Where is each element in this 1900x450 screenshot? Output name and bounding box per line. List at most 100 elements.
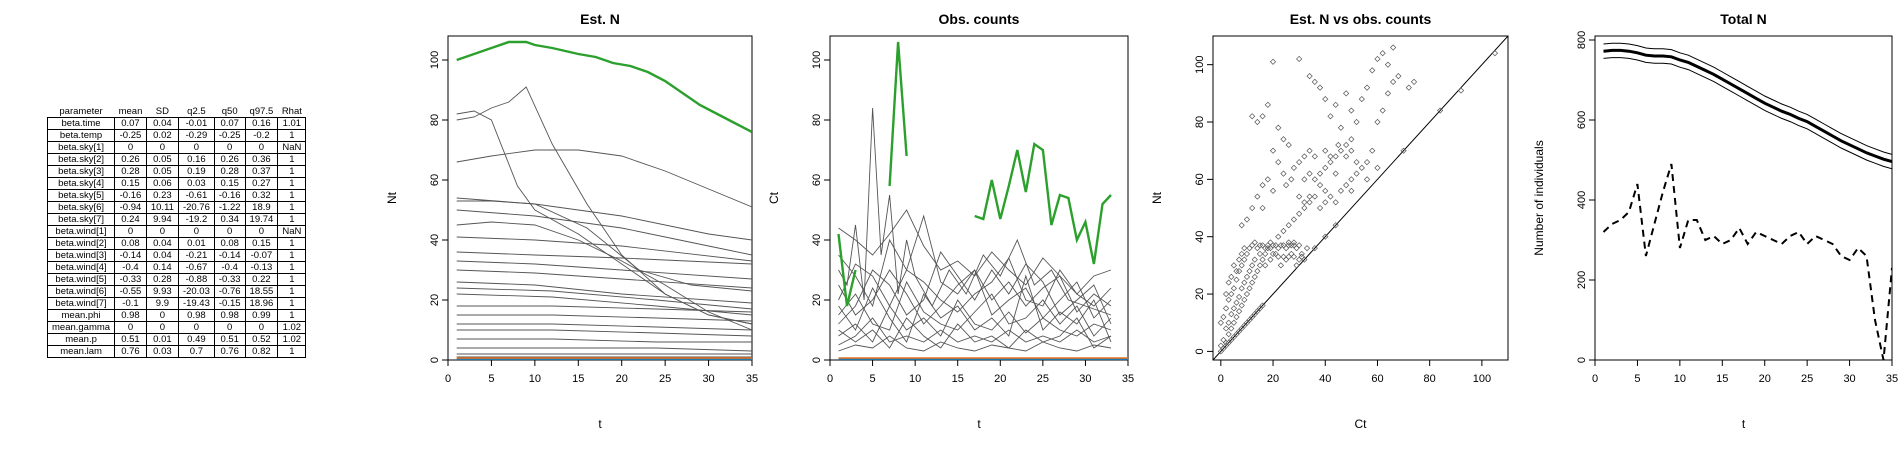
scatter-point — [1222, 290, 1230, 298]
scatter-point — [1264, 245, 1271, 252]
scatter-point — [1353, 118, 1360, 126]
scatter-point — [1222, 339, 1230, 346]
scatter-point — [1254, 193, 1261, 200]
value-cell: 1 — [277, 285, 306, 298]
scatter-point — [1238, 262, 1245, 269]
scatter-point — [1457, 87, 1465, 94]
value-cell: 0.98 — [177, 309, 215, 322]
value-cell: 0.7 — [177, 345, 215, 358]
scatter-point — [1327, 113, 1334, 120]
scatter-point — [1316, 170, 1324, 177]
value-cell: 0.51 — [213, 333, 246, 346]
value-cell: 18.9 — [244, 201, 278, 214]
y-tick-label: 0 — [811, 357, 823, 363]
col-header: parameter — [59, 106, 103, 117]
scatter-point — [1283, 245, 1290, 252]
scatter-point — [1267, 256, 1274, 263]
scatter-point — [1301, 153, 1308, 160]
scatter-point — [1390, 44, 1397, 51]
plot-frame — [1594, 35, 1893, 361]
y-axis-label: Number of individuals — [1532, 140, 1546, 255]
plot-area — [456, 40, 752, 360]
scatter-point — [1269, 58, 1277, 65]
scatter-point — [1275, 253, 1282, 260]
table-body: beta.time 0.07 0.04 -0.01 0.07 0.16 1.01 beta.t… — [47, 117, 306, 358]
scatter-point — [1254, 245, 1261, 252]
scatter-point — [1285, 239, 1292, 246]
value-cell: 0.22 — [244, 273, 278, 286]
y-tick-label: 0 — [1194, 348, 1206, 354]
value-cell: -0.16 — [213, 189, 246, 202]
x-tick-label: 30 — [702, 373, 714, 385]
scatter-point — [1311, 193, 1318, 200]
scatter-point — [1259, 302, 1266, 309]
scatter-point — [1293, 245, 1300, 252]
value-cell: -0.07 — [244, 249, 278, 262]
series-line — [838, 317, 1112, 346]
scatter-point — [1358, 164, 1365, 171]
scatter-point — [1262, 262, 1269, 269]
scatter-point — [1384, 90, 1392, 97]
scatter-point — [1303, 245, 1311, 252]
scatter-point — [1269, 147, 1277, 154]
value-cell: 0 — [114, 141, 147, 154]
value-cell: 0.28 — [213, 165, 246, 178]
scatter-point — [1246, 245, 1253, 252]
scatter-point — [1348, 176, 1355, 183]
value-cell: 1 — [277, 249, 306, 262]
x-tick-label: 20 — [1759, 373, 1771, 385]
y-tick-label: 0 — [429, 357, 441, 363]
x-tick-label: 0 — [445, 373, 451, 385]
value-cell: 0.01 — [145, 333, 179, 346]
value-cell: 0.32 — [244, 189, 278, 202]
param-name-cell: beta.sky[7] — [47, 213, 115, 226]
scatter-point — [1269, 242, 1277, 249]
table-row: beta.time 0.07 0.04 -0.01 0.07 0.16 1.01 — [48, 117, 306, 130]
value-cell: 0 — [244, 141, 278, 154]
scatter-point — [1306, 73, 1313, 80]
value-cell: -20.03 — [177, 285, 215, 298]
scatter-point — [1243, 250, 1251, 258]
value-cell: 0 — [145, 225, 179, 238]
scatter-point — [1256, 262, 1264, 269]
scatter-point — [1369, 67, 1376, 74]
scatter-point — [1269, 187, 1277, 194]
value-cell: 0.04 — [145, 249, 179, 262]
param-name-cell: mean.gamma — [47, 321, 115, 334]
scatter-point — [1332, 199, 1339, 206]
x-tick-label: 35 — [1122, 373, 1134, 385]
value-cell: 0 — [213, 225, 246, 238]
value-cell: -0.55 — [114, 285, 147, 298]
scatter-point — [1374, 55, 1381, 63]
value-cell: -0.14 — [114, 249, 147, 262]
value-cell: -0.76 — [213, 285, 246, 298]
value-cell: -19.2 — [177, 213, 215, 226]
scatter-point — [1233, 276, 1240, 283]
x-tick-label: 5 — [1634, 373, 1640, 385]
scatter-point — [1280, 227, 1287, 235]
value-cell: 1 — [277, 201, 306, 214]
value-cell: 0.51 — [114, 333, 147, 346]
scatter-point — [1322, 233, 1329, 240]
value-cell: -0.1 — [114, 297, 147, 310]
series-line — [456, 236, 752, 262]
scatter-point — [1322, 95, 1329, 103]
scatter-point — [1348, 107, 1355, 114]
value-cell: 1 — [277, 237, 306, 250]
scatter-point — [1405, 84, 1412, 91]
value-cell: 0 — [145, 141, 179, 154]
scatter-point — [1296, 55, 1303, 63]
total-mean-line — [1603, 48, 1892, 164]
scatter-point — [1343, 182, 1350, 189]
param-name-cell: beta.wind[1] — [47, 225, 115, 238]
scatter-point — [1230, 262, 1237, 269]
scatter-point — [1285, 253, 1292, 260]
series-line — [838, 209, 1112, 295]
value-cell: 1 — [277, 345, 306, 358]
scatter-point — [1251, 256, 1258, 263]
value-cell: 1.02 — [277, 333, 306, 346]
param-name-cell: mean.phi — [47, 309, 115, 322]
value-cell: 1.01 — [277, 117, 306, 130]
scatter-point — [1306, 193, 1313, 200]
value-cell: 1 — [277, 153, 306, 166]
